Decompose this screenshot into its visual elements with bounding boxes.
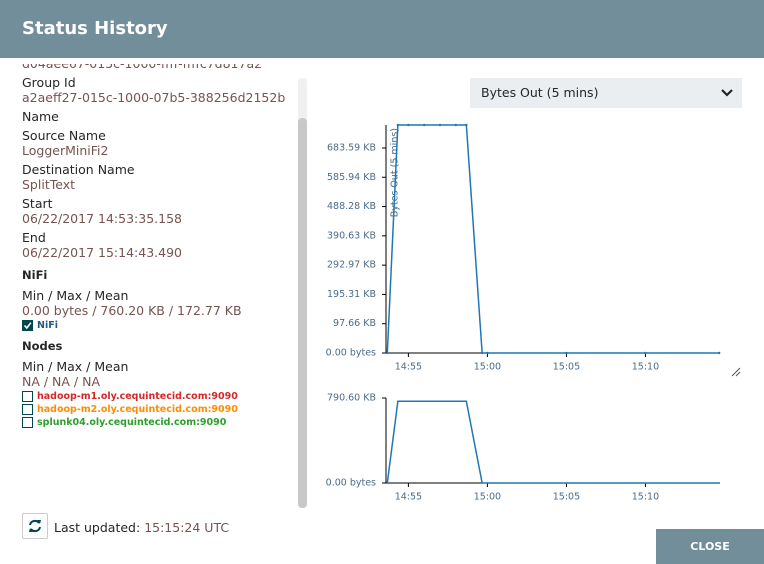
- x-tick-label: 15:00: [474, 362, 501, 373]
- scroll-thumb[interactable]: [298, 118, 307, 508]
- point: [438, 123, 442, 127]
- close-button[interactable]: CLOSE: [656, 529, 764, 564]
- nodes-legend: hadoop-m1.oly.cequintecid.com:9090 hadoop…: [22, 391, 292, 428]
- y-tick-label: 390.63 KB: [327, 230, 376, 241]
- stats: 0.00 bytes / 760.20 KB / 172.77 KB: [22, 303, 242, 318]
- series-line: [386, 400, 720, 484]
- point: [565, 351, 568, 355]
- point: [465, 123, 468, 127]
- legend-item[interactable]: hadoop-m1.oly.cequintecid.com:9090: [22, 391, 292, 402]
- nifi-legend: NiFi: [22, 320, 292, 331]
- select-value: Bytes Out (5 mins): [481, 85, 599, 100]
- x-tick-label: 15:05: [553, 362, 580, 373]
- stats: NA / NA / NA: [22, 374, 101, 389]
- point: [396, 123, 400, 127]
- last-updated-label: Last updated:: [54, 520, 141, 535]
- point: [407, 123, 410, 127]
- point: [718, 351, 721, 355]
- nodes-heading: Nodes: [22, 339, 63, 353]
- point: [386, 351, 389, 355]
- y-tick-label: 292.97 KB: [327, 260, 376, 271]
- point: [480, 351, 484, 355]
- legend-name: hadoop-m2.oly.cequintecid.com:9090: [37, 404, 238, 415]
- details-panel: d04aee67-015c-1000-ffff-ffffc7d817a2 Gro…: [22, 64, 292, 504]
- series-line: [386, 124, 720, 354]
- point: [422, 123, 426, 127]
- checkbox[interactable]: [22, 391, 33, 402]
- point: [644, 351, 647, 355]
- legend-name: hadoop-m1.oly.cequintecid.com:9090: [37, 391, 238, 402]
- x-tick-label: 15:10: [632, 492, 659, 503]
- field-label: Group Id: [22, 75, 76, 90]
- stats-label: Min / Max / Mean: [22, 359, 129, 374]
- x-tick-label: 15:10: [632, 362, 659, 373]
- field-label: End: [22, 230, 46, 245]
- refresh-button[interactable]: [22, 513, 48, 539]
- legend-name: NiFi: [37, 320, 58, 331]
- field-label: Destination Name: [22, 162, 135, 177]
- y-tick-label: 683.59 KB: [327, 142, 376, 153]
- point: [454, 123, 458, 127]
- nifi-heading: NiFi: [22, 268, 48, 282]
- field-value: LoggerMiniFi2: [22, 143, 109, 158]
- metric-select[interactable]: Bytes Out (5 mins): [470, 78, 742, 108]
- field-value: SplitText: [22, 177, 75, 192]
- y-tick-label: 488.28 KB: [327, 201, 376, 212]
- field-label: Start: [22, 196, 53, 211]
- title: Status History: [22, 18, 168, 39]
- field-value: a2aeff27-015c-1000-07b5-388256d2152b: [22, 90, 286, 105]
- legend-item[interactable]: hadoop-m2.oly.cequintecid.com:9090: [22, 404, 292, 415]
- field-value: 06/22/2017 15:14:43.490: [22, 245, 182, 260]
- chevron: [721, 89, 733, 97]
- fields: Group Id a2aeff27-015c-1000-07b5-388256d2…: [22, 75, 292, 260]
- point: [486, 351, 489, 355]
- checkbox[interactable]: [22, 417, 33, 428]
- y-tick-label: 97.66 KB: [333, 318, 376, 329]
- checkbox[interactable]: [22, 404, 33, 415]
- last-updated-time: 15:15:24 UTC: [144, 520, 230, 535]
- x-tick-label: 14:55: [395, 362, 422, 373]
- y-tick-label: 0.00 bytes: [326, 348, 376, 359]
- checkbox[interactable]: [22, 320, 33, 331]
- x-tick-label: 15:05: [553, 492, 580, 503]
- clipped-value: d04aee67-015c-1000-ffff-ffffc7d817a2: [22, 64, 292, 71]
- check: [23, 322, 32, 330]
- legend-item[interactable]: NiFi: [22, 320, 292, 331]
- charts: 0.00 bytes 97.66 KB 195.31 KB 292.97 KB 390.…: [326, 123, 741, 503]
- y-tick-label: 585.94 KB: [327, 172, 376, 183]
- last-updated: Last updated: 15:15:24 UTC: [54, 520, 229, 535]
- header: Status History: [0, 0, 764, 58]
- x-tick-label: 15:00: [474, 492, 501, 503]
- x-tick-label: 14:55: [395, 492, 422, 503]
- y-tick-label: 195.31 KB: [327, 289, 376, 300]
- refresh-icon: [29, 519, 41, 533]
- field-label: Source Name: [22, 128, 106, 143]
- resize-handle: [731, 367, 741, 377]
- y-tick-label: 0.00 bytes: [326, 478, 376, 489]
- field-label: Name: [22, 109, 59, 124]
- legend-item[interactable]: splunk04.oly.cequintecid.com:9090: [22, 417, 292, 428]
- y-tick-label: 790.60 KB: [327, 393, 376, 404]
- stats-label: Min / Max / Mean: [22, 288, 129, 303]
- legend-name: splunk04.oly.cequintecid.com:9090: [37, 417, 227, 428]
- field-value: 06/22/2017 14:53:35.158: [22, 211, 182, 226]
